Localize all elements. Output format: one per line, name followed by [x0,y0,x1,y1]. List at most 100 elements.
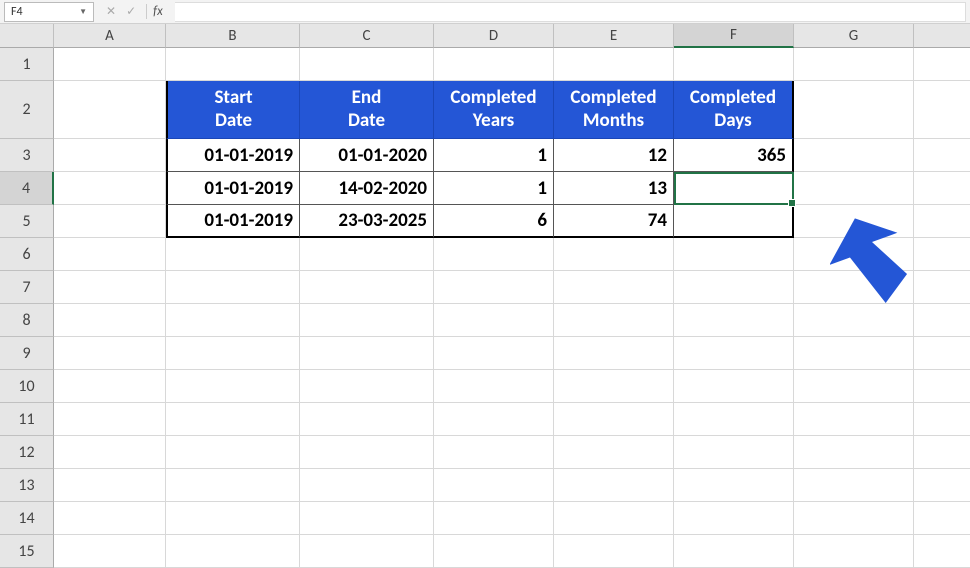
cell-f5[interactable] [674,205,794,238]
cell-b13[interactable] [166,469,300,502]
cell-c3[interactable]: 01-01-2020 [300,139,434,172]
cell-c12[interactable] [300,436,434,469]
row-header-10[interactable]: 10 [0,370,54,403]
cell-b14[interactable] [166,502,300,535]
col-header-c[interactable]: C [300,24,434,48]
cell-b6[interactable] [166,238,300,271]
cell-d10[interactable] [434,370,554,403]
cell-e7[interactable] [554,271,674,304]
cell-b15[interactable] [166,535,300,568]
cell-d3[interactable]: 1 [434,139,554,172]
cell-c6[interactable] [300,238,434,271]
formula-input[interactable] [175,2,966,22]
row-header-6[interactable]: 6 [0,238,54,271]
row-header-1[interactable]: 1 [0,48,54,81]
hdr-days[interactable]: Completed Days [674,81,794,139]
cell-c11[interactable] [300,403,434,436]
cell-g13[interactable] [794,469,914,502]
cell-a9[interactable] [54,337,166,370]
cell-e8[interactable] [554,304,674,337]
cell-e11[interactable] [554,403,674,436]
cell-d14[interactable] [434,502,554,535]
cell-a8[interactable] [54,304,166,337]
cell-c8[interactable] [300,304,434,337]
cell-f7[interactable] [674,271,794,304]
cell-d7[interactable] [434,271,554,304]
cell-a2[interactable] [54,81,166,139]
row-header-12[interactable]: 12 [0,436,54,469]
cell-g2[interactable] [794,81,914,139]
cell-b11[interactable] [166,403,300,436]
cell-d15[interactable] [434,535,554,568]
cell-d5[interactable]: 6 [434,205,554,238]
cell-f10[interactable] [674,370,794,403]
cell-f6[interactable] [674,238,794,271]
cell-e14[interactable] [554,502,674,535]
row-header-8[interactable]: 8 [0,304,54,337]
row-header-4[interactable]: 4 [0,172,54,205]
cell-a6[interactable] [54,238,166,271]
select-all-corner[interactable] [0,24,54,48]
cell-a14[interactable] [54,502,166,535]
row-header-11[interactable]: 11 [0,403,54,436]
cell-e5[interactable]: 74 [554,205,674,238]
cell-c1[interactable] [300,48,434,81]
cell-a5[interactable] [54,205,166,238]
hdr-months[interactable]: Completed Months [554,81,674,139]
cell-b1[interactable] [166,48,300,81]
cell-f8[interactable] [674,304,794,337]
hdr-start-date[interactable]: Start Date [166,81,300,139]
cell-a13[interactable] [54,469,166,502]
row-header-13[interactable]: 13 [0,469,54,502]
cell-c10[interactable] [300,370,434,403]
cell-b12[interactable] [166,436,300,469]
cell-g3[interactable] [794,139,914,172]
hdr-end-date[interactable]: End Date [300,81,434,139]
cell-a4[interactable] [54,172,166,205]
cell-a3[interactable] [54,139,166,172]
cell-g1[interactable] [794,48,914,81]
cell-f13[interactable] [674,469,794,502]
row-header-2[interactable]: 2 [0,81,54,139]
cell-a11[interactable] [54,403,166,436]
cell-d9[interactable] [434,337,554,370]
col-header-f[interactable]: F [674,24,794,48]
cell-g10[interactable] [794,370,914,403]
cell-a15[interactable] [54,535,166,568]
cell-e1[interactable] [554,48,674,81]
cell-c5[interactable]: 23-03-2025 [300,205,434,238]
cell-e10[interactable] [554,370,674,403]
cell-f4[interactable] [674,172,794,205]
cell-b9[interactable] [166,337,300,370]
col-header-e[interactable]: E [554,24,674,48]
cell-c14[interactable] [300,502,434,535]
cell-a7[interactable] [54,271,166,304]
cell-g4[interactable] [794,172,914,205]
cell-e4[interactable]: 13 [554,172,674,205]
cell-f3[interactable]: 365 [674,139,794,172]
name-box-dropdown-icon[interactable]: ▼ [79,7,87,17]
col-header-b[interactable]: B [166,24,300,48]
cell-b7[interactable] [166,271,300,304]
cell-g9[interactable] [794,337,914,370]
hdr-years[interactable]: Completed Years [434,81,554,139]
cell-d6[interactable] [434,238,554,271]
cell-g12[interactable] [794,436,914,469]
row-header-5[interactable]: 5 [0,205,54,238]
name-box[interactable]: F4 ▼ [4,2,94,22]
col-header-a[interactable]: A [54,24,166,48]
cell-g14[interactable] [794,502,914,535]
cell-f12[interactable] [674,436,794,469]
cell-e3[interactable]: 12 [554,139,674,172]
cell-a10[interactable] [54,370,166,403]
cell-f15[interactable] [674,535,794,568]
cell-c7[interactable] [300,271,434,304]
cell-d1[interactable] [434,48,554,81]
cell-b3[interactable]: 01-01-2019 [166,139,300,172]
fx-icon[interactable]: fx [146,4,163,19]
cell-d8[interactable] [434,304,554,337]
cell-e12[interactable] [554,436,674,469]
row-header-7[interactable]: 7 [0,271,54,304]
cell-f9[interactable] [674,337,794,370]
cell-e9[interactable] [554,337,674,370]
